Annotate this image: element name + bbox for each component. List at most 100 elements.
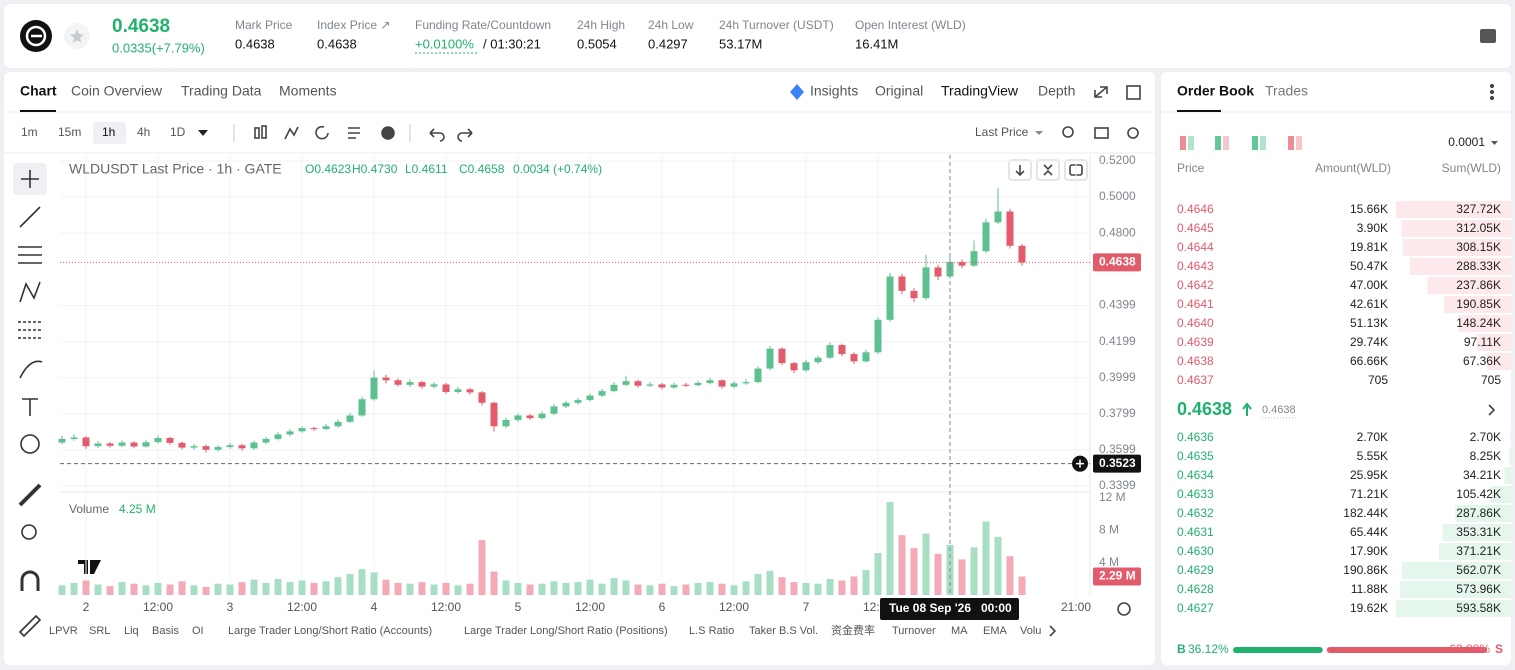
interval[interactable]: 1D — [170, 125, 186, 139]
indicator[interactable]: 资金费率 — [831, 623, 875, 637]
candle-icon[interactable] — [254, 127, 260, 139]
indicator[interactable]: LPVR — [49, 625, 78, 637]
view-icon-right[interactable] — [1296, 136, 1302, 150]
settings-icon[interactable] — [1127, 127, 1139, 139]
tab[interactable]: Chart — [20, 83, 57, 99]
menu-dot[interactable] — [1489, 89, 1495, 95]
order-price[interactable]: 0.4630 — [1177, 544, 1214, 558]
order-price[interactable]: 0.4633 — [1177, 487, 1214, 501]
interval[interactable]: 4h — [137, 125, 150, 139]
order-price[interactable]: 0.4636 — [1177, 430, 1214, 444]
header-icon[interactable] — [1480, 29, 1496, 43]
view-tab[interactable]: Original — [875, 83, 923, 99]
order-price[interactable]: 0.4640 — [1177, 316, 1214, 330]
magnet-tool[interactable] — [20, 570, 40, 591]
replay-icon[interactable] — [315, 125, 329, 140]
chart-button[interactable] — [1008, 159, 1032, 181]
order-price[interactable]: 0.4645 — [1177, 221, 1214, 235]
indicator[interactable]: SRL — [89, 625, 110, 637]
fib-tool[interactable] — [18, 321, 42, 339]
indicator[interactable]: Large Trader Long/Short Ratio (Positions… — [464, 625, 668, 637]
volume-bar — [802, 582, 810, 595]
line-tool[interactable] — [19, 206, 41, 228]
chevron[interactable] — [1049, 625, 1057, 637]
tab[interactable]: Trades — [1265, 83, 1308, 99]
view-tab[interactable]: Depth — [1038, 83, 1075, 99]
view-icon-left[interactable] — [1215, 136, 1221, 150]
order-price[interactable]: 0.4632 — [1177, 506, 1214, 520]
candle-body — [238, 445, 246, 449]
ruler-tool[interactable] — [18, 483, 42, 507]
indicator[interactable]: Turnover — [892, 625, 936, 637]
order-price[interactable]: 0.4646 — [1177, 202, 1214, 216]
menu-dot[interactable] — [1489, 83, 1495, 89]
order-price[interactable]: 0.4634 — [1177, 468, 1214, 482]
indicator[interactable]: MA — [951, 625, 968, 637]
indicator[interactable]: EMA — [983, 625, 1008, 637]
crosshair-tool[interactable] — [21, 170, 39, 188]
indicator[interactable]: Basis — [152, 625, 179, 637]
menu-dot[interactable] — [1489, 95, 1495, 101]
view-icon-right[interactable] — [1188, 136, 1194, 150]
order-price[interactable]: 0.4642 — [1177, 278, 1214, 292]
dropdown-caret[interactable] — [1491, 141, 1498, 145]
view-icon-right[interactable] — [1223, 136, 1229, 150]
order-price[interactable]: 0.4643 — [1177, 259, 1214, 273]
channel-tool[interactable] — [18, 246, 42, 264]
view-icon-left[interactable] — [1180, 136, 1186, 150]
redo-icon[interactable] — [457, 128, 473, 142]
chevron[interactable] — [1488, 404, 1496, 416]
indicator[interactable]: Volu — [1020, 625, 1041, 637]
camera-icon[interactable] — [1094, 127, 1109, 139]
tab[interactable]: Trading Data — [181, 83, 262, 99]
text-tool[interactable] — [22, 398, 38, 416]
volume-bar — [154, 582, 162, 595]
precision[interactable]: 0.0001 — [1448, 135, 1485, 149]
tab[interactable]: Moments — [279, 83, 337, 99]
view-tab[interactable]: TradingView — [941, 83, 1019, 99]
search-icon[interactable] — [1062, 126, 1074, 138]
order-price[interactable]: 0.4637 — [1177, 373, 1214, 387]
tab[interactable]: Coin Overview — [71, 83, 163, 99]
order-price[interactable]: 0.4629 — [1177, 563, 1214, 577]
order-price[interactable]: 0.4641 — [1177, 297, 1214, 311]
view-icon-right[interactable] — [1260, 136, 1266, 150]
order-price[interactable]: 0.4644 — [1177, 240, 1214, 254]
price-source[interactable]: Last Price — [975, 125, 1029, 139]
indicator[interactable]: Large Trader Long/Short Ratio (Accounts) — [228, 625, 432, 637]
candle-icon[interactable] — [261, 125, 267, 139]
indicator[interactable]: L.S Ratio — [689, 625, 734, 637]
tab[interactable]: Order Book — [1177, 83, 1254, 99]
view-tab[interactable]: Insights — [810, 83, 858, 99]
order-price[interactable]: 0.4638 — [1177, 354, 1214, 368]
zoom-tool[interactable] — [21, 524, 37, 540]
view-icon-left[interactable] — [1252, 136, 1258, 150]
indicator[interactable]: OI — [192, 625, 204, 637]
order-price[interactable]: 0.4639 — [1177, 335, 1214, 349]
template-icon[interactable] — [348, 127, 360, 139]
view-icon-left[interactable] — [1288, 136, 1294, 150]
order-price[interactable]: 0.4628 — [1177, 582, 1214, 596]
dropdown-caret[interactable] — [1035, 131, 1043, 135]
brush-tool[interactable] — [19, 360, 43, 379]
depth-bar — [1444, 296, 1511, 313]
fullscreen-icon[interactable] — [1094, 86, 1108, 98]
interval[interactable]: 1m — [21, 125, 38, 139]
order-price[interactable]: 0.4635 — [1177, 449, 1214, 463]
window-icon[interactable] — [1126, 85, 1141, 100]
order-price[interactable]: 0.4631 — [1177, 525, 1214, 539]
interval[interactable]: 1h — [102, 125, 115, 139]
pencil-tool[interactable] — [18, 614, 42, 638]
dropdown-caret[interactable] — [198, 130, 208, 136]
settings-icon[interactable] — [1117, 602, 1131, 616]
undo-icon[interactable] — [429, 128, 445, 142]
indicator[interactable]: Liq — [124, 625, 139, 637]
add-icon[interactable] — [381, 126, 395, 140]
emoji-tool[interactable] — [20, 434, 40, 454]
chart-button[interactable] — [1036, 159, 1060, 181]
indicator-icon[interactable] — [284, 126, 299, 140]
pattern-tool[interactable] — [19, 281, 41, 303]
order-price[interactable]: 0.4627 — [1177, 601, 1214, 615]
indicator[interactable]: Taker B.S Vol. — [749, 625, 818, 637]
interval[interactable]: 15m — [58, 125, 81, 139]
